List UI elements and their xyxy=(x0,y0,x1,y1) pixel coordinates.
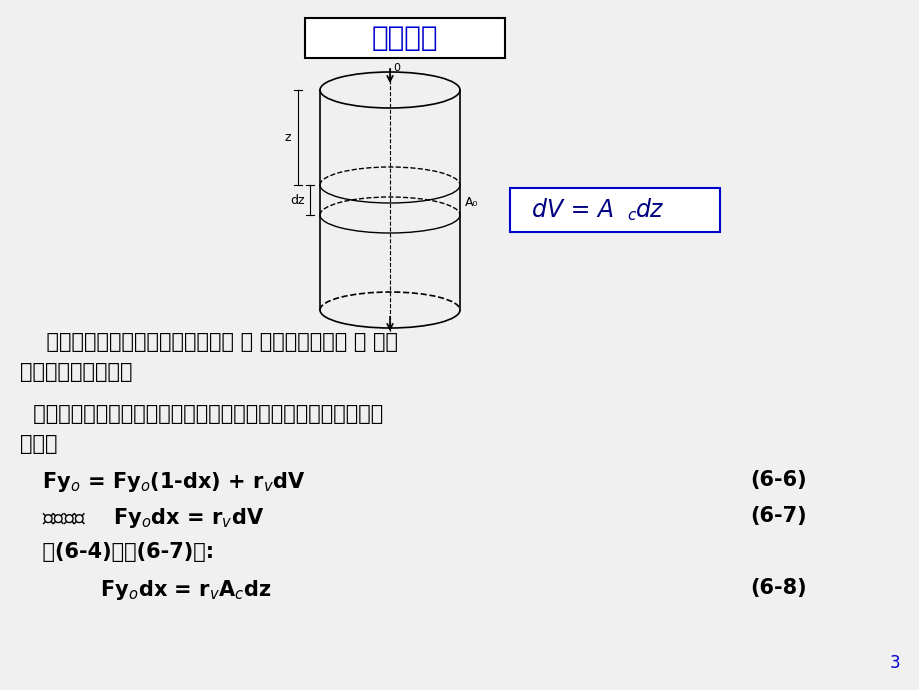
Text: (6-6): (6-6) xyxy=(749,470,806,490)
Text: Fy$_o$ = Fy$_o$(1-dx) + r$_v$dV: Fy$_o$ = Fy$_o$(1-dx) + r$_v$dV xyxy=(28,470,305,494)
Text: 放出，: 放出， xyxy=(20,434,58,454)
Bar xyxy=(509,188,720,232)
Text: Fy$_o$dx = r$_v$A$_c$dz: Fy$_o$dx = r$_v$A$_c$dz xyxy=(28,578,271,602)
Text: 反应损耗的克分子数: 反应损耗的克分子数 xyxy=(20,362,132,382)
Text: 将(6-4)代入(6-7)得:: 将(6-4)代入(6-7)得: xyxy=(28,542,214,562)
Text: 在稳态操作时，反应器中没有物料积聚，或没有物料从反应器中: 在稳态操作时，反应器中没有物料积聚，或没有物料从反应器中 xyxy=(20,404,383,424)
Text: dz: dz xyxy=(635,198,663,222)
Text: dV = A: dV = A xyxy=(531,198,613,222)
Text: 0: 0 xyxy=(392,63,400,73)
Text: z: z xyxy=(285,131,291,144)
Text: 进入的克分子数＝出来的克分子数 十 积聚的克分子数 十 通过: 进入的克分子数＝出来的克分子数 十 积聚的克分子数 十 通过 xyxy=(20,332,398,352)
Text: dz: dz xyxy=(290,193,305,206)
Text: c: c xyxy=(627,208,635,224)
Text: 3: 3 xyxy=(889,654,899,672)
Text: (6-7): (6-7) xyxy=(749,506,806,526)
Text: 整理得：    Fy$_o$dx = r$_v$dV: 整理得： Fy$_o$dx = r$_v$dV xyxy=(28,506,264,530)
Text: 设计方程: 设计方程 xyxy=(371,24,437,52)
Text: A₀: A₀ xyxy=(464,195,478,208)
Bar xyxy=(305,18,505,58)
Text: (6-8): (6-8) xyxy=(749,578,806,598)
